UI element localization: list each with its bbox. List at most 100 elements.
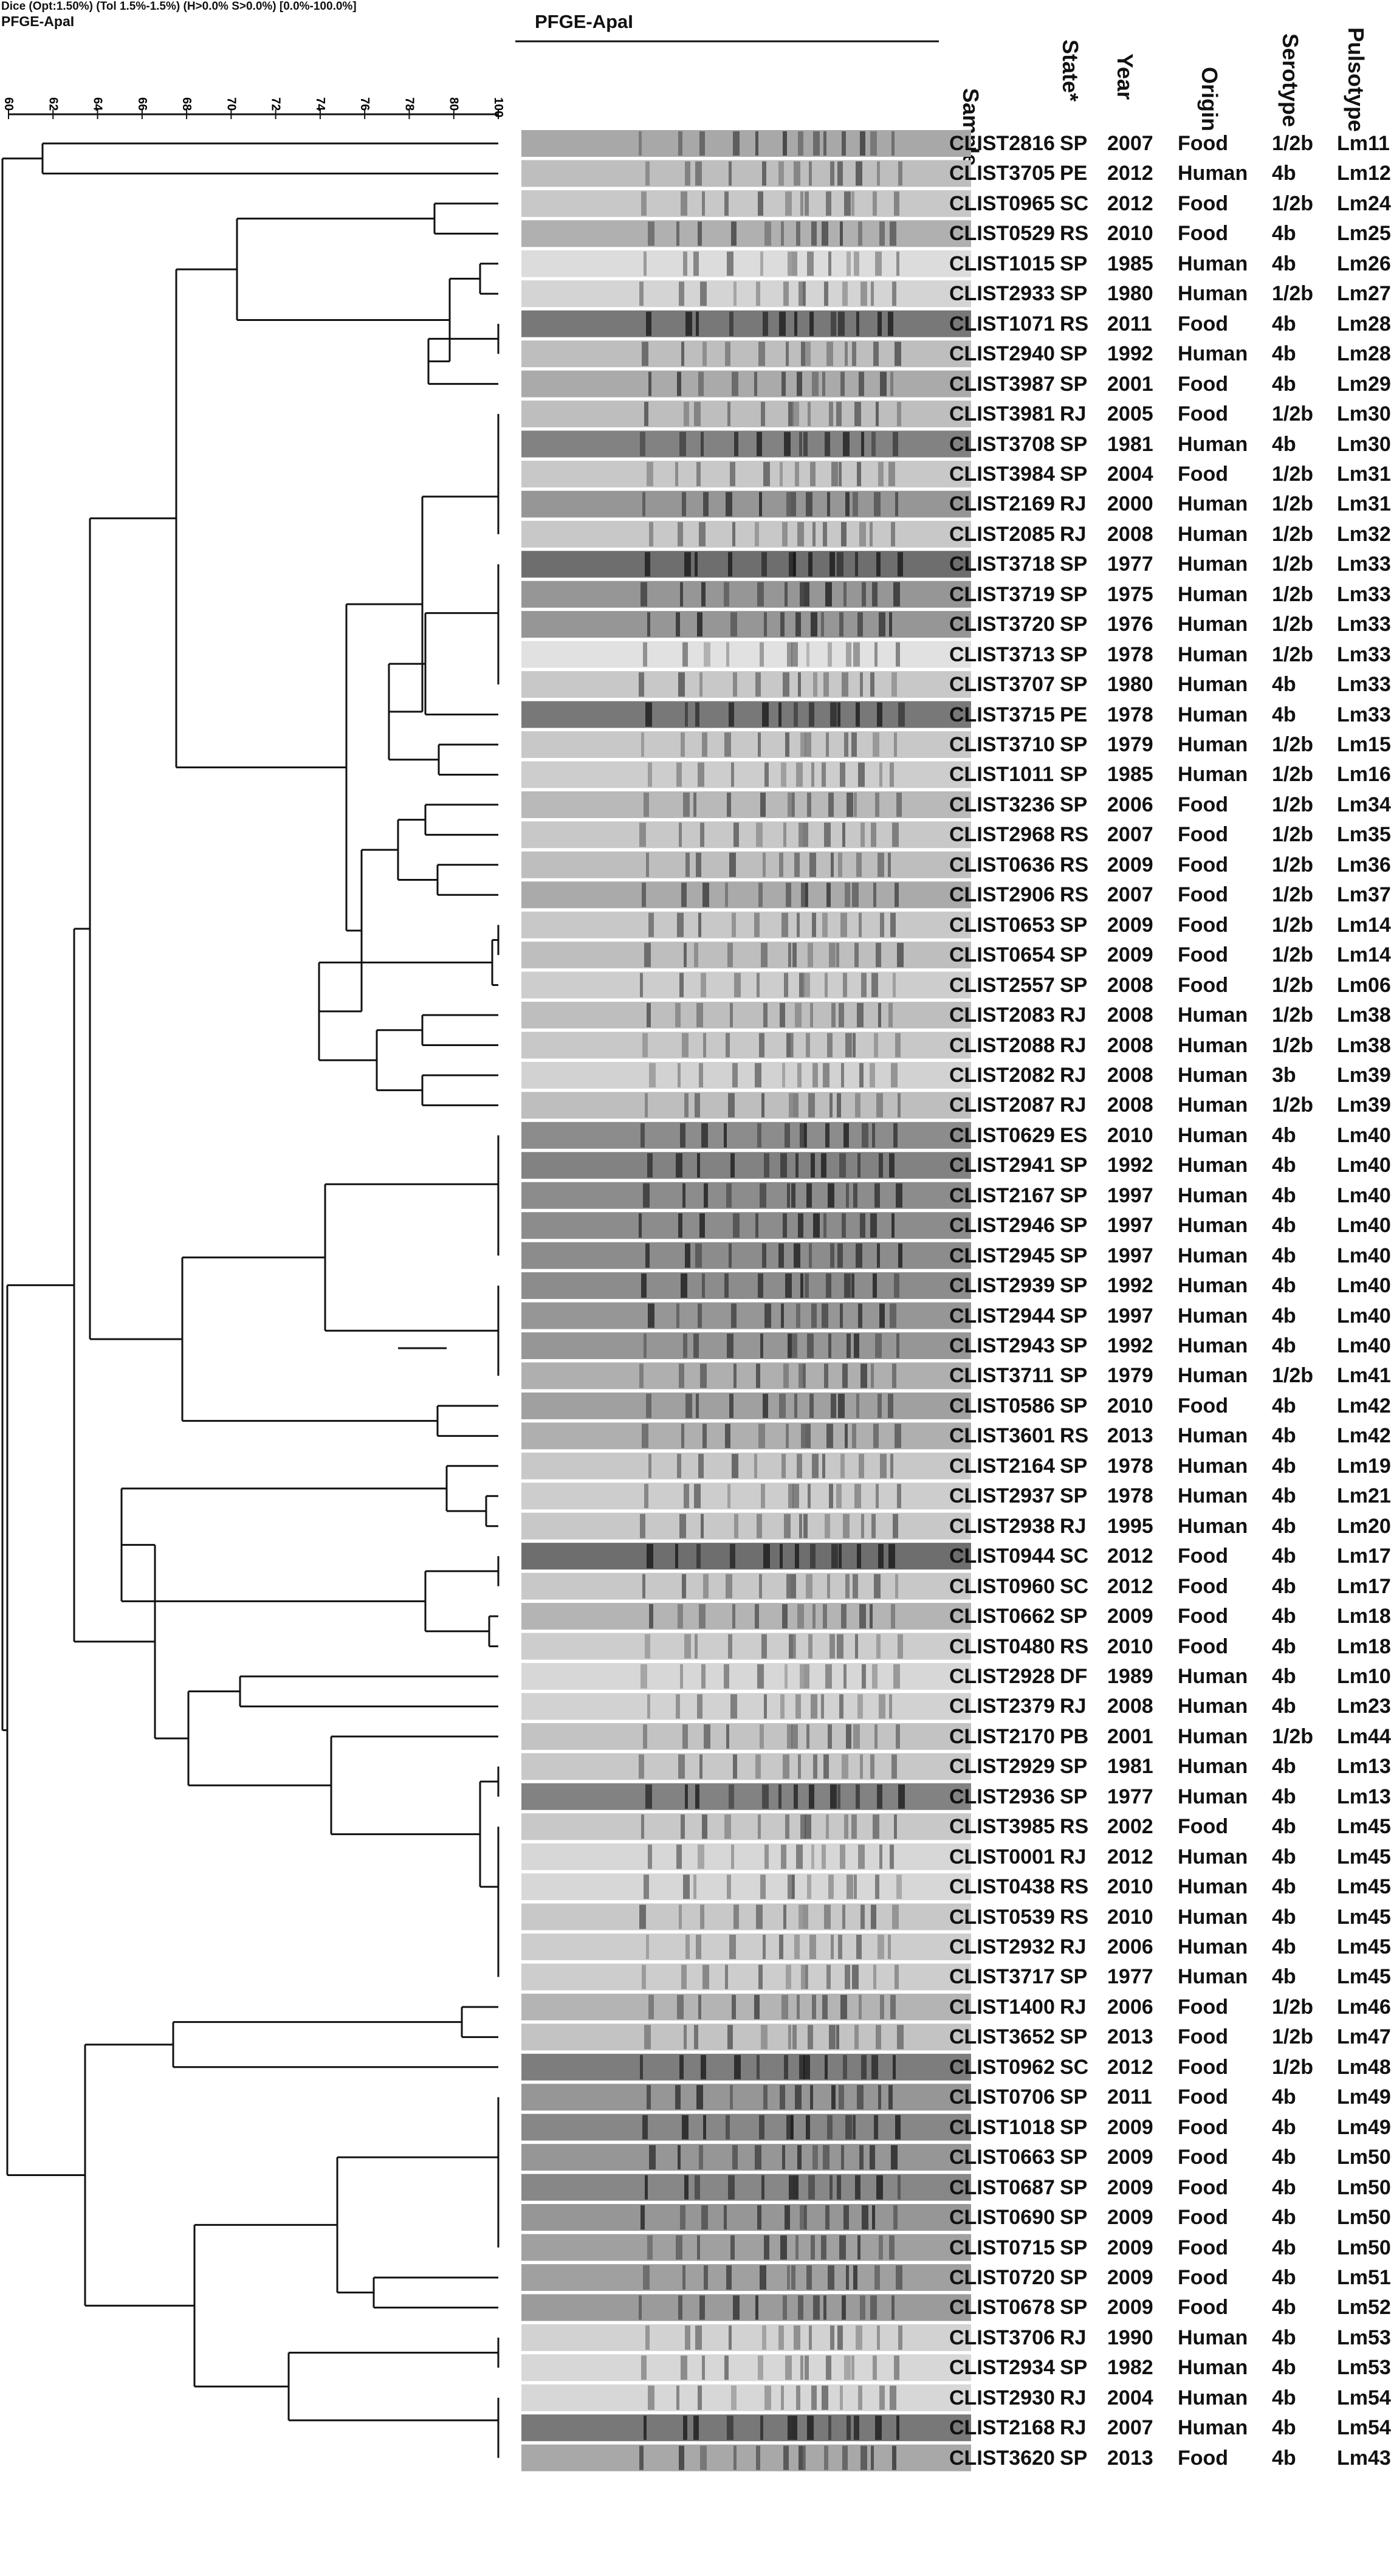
pulsotype-cell: Lm51 [1337,2265,1391,2289]
origin-cell: Human [1178,613,1248,636]
gel-lane [521,1843,971,1870]
gel-band [856,702,860,727]
scale-tick-label: 80 [447,97,461,111]
origin-cell: Human [1178,1304,1248,1328]
pulsotype-cell: Lm52 [1337,2296,1391,2319]
sample-id: CLIST3706 [949,2326,1055,2349]
gel-band [649,1604,653,1629]
gel-band [857,612,863,637]
pulsotype-cell: Lm33 [1337,553,1391,576]
gel-band [679,2054,684,2079]
sample-id: CLIST2939 [949,1274,1055,1298]
gel-band [785,1814,789,1839]
pulsotype-cell: Lm13 [1337,1785,1391,1808]
gel-band [684,943,687,968]
gel-band [862,582,866,607]
gel-band [678,2145,681,2170]
gel-band [806,2265,812,2290]
state-cell: SP [1060,763,1088,787]
gel-band [694,1484,701,1509]
gel-band [894,732,897,757]
gel-band [646,1393,651,1418]
gel-band [823,1604,827,1629]
pulsotype-cell: Lm40 [1337,1244,1391,1267]
gel-band [805,732,811,757]
gel-lane [521,2324,971,2351]
serotype-cell: 4b [1272,1695,1296,1718]
state-cell: SP [1060,372,1088,396]
state-cell: SP [1060,1484,1088,1508]
gel-band [778,161,784,186]
year-cell: 1978 [1107,642,1153,666]
origin-cell: Human [1178,2326,1248,2349]
gel-band [697,612,702,637]
gel-lane [521,761,971,788]
state-cell: RJ [1060,2416,1087,2440]
pulsotype-cell: Lm24 [1337,191,1391,215]
year-cell: 2009 [1107,913,1153,937]
gel-band [857,1003,864,1028]
gel-band [837,161,843,186]
year-cell: 2005 [1107,402,1153,426]
gel-band [643,1183,650,1208]
gel-band [892,1363,896,1388]
state-cell: RJ [1060,492,1087,516]
gel-band [646,1935,649,1959]
gel-band [892,2445,896,2470]
gel-band [809,311,814,336]
gel-band [787,1183,790,1208]
state-cell: RS [1060,222,1089,246]
sample-id: CLIST1015 [949,252,1055,275]
gel-band [648,221,654,246]
table-row: CLIST2943 SP 1992 Human 4b Lm40 [0,1332,1391,1360]
gel-band [873,2355,877,2380]
gel-band [733,1213,740,1238]
year-cell: 2009 [1107,2236,1153,2259]
sample-id: CLIST2933 [949,282,1055,306]
gel-band [791,642,798,667]
gel-band [699,1213,705,1238]
gel-band [763,2085,768,2110]
gel-band [732,522,735,546]
gel-band [649,522,653,546]
gel-band [889,612,892,637]
gel-band [695,552,698,577]
serotype-cell: 1/2b [1272,853,1314,876]
table-row: CLIST2929 SP 1981 Human 4b Lm13 [0,1752,1391,1780]
serotype-cell: 4b [1272,1965,1296,1989]
gel-band [762,702,769,727]
gel-band [804,2205,807,2230]
serotype-cell: 4b [1272,1605,1296,1628]
gel-lane [521,310,971,337]
gel-band [894,1814,897,1839]
year-cell: 1982 [1107,2356,1153,2380]
gel-band [676,1694,680,1719]
origin-cell: Food [1178,2265,1229,2289]
gel-band [794,852,800,877]
serotype-cell: 4b [1272,1183,1296,1207]
gel-band [780,612,785,637]
year-cell: 1992 [1107,342,1153,366]
gel-band [783,131,787,156]
gel-band [831,1003,836,1028]
gel-band [734,2054,741,2079]
gel-band [639,2295,642,2320]
gel-lane [521,2023,971,2051]
gel-band [792,251,797,276]
table-row: CLIST0720 SP 2009 Food 4b Lm51 [0,2264,1391,2292]
gel-lane [521,2053,971,2081]
gel-band [799,2445,805,2470]
gel-band [888,1544,895,1569]
sample-id: CLIST2087 [949,1093,1055,1117]
gel-band [642,492,645,517]
gel-band [811,762,814,787]
gel-band [855,2175,860,2200]
gel-band [733,1363,737,1388]
gel-band [808,2175,815,2200]
sample-id: CLIST3717 [949,1965,1055,1989]
table-row: CLIST3706 RJ 1990 Human 4b Lm53 [0,2324,1391,2352]
gel-band [788,402,794,427]
year-cell: 2007 [1107,2416,1153,2440]
table-row: CLIST3984 SP 2004 Food 1/2b Lm31 [0,460,1391,488]
gel-band [795,2235,799,2260]
